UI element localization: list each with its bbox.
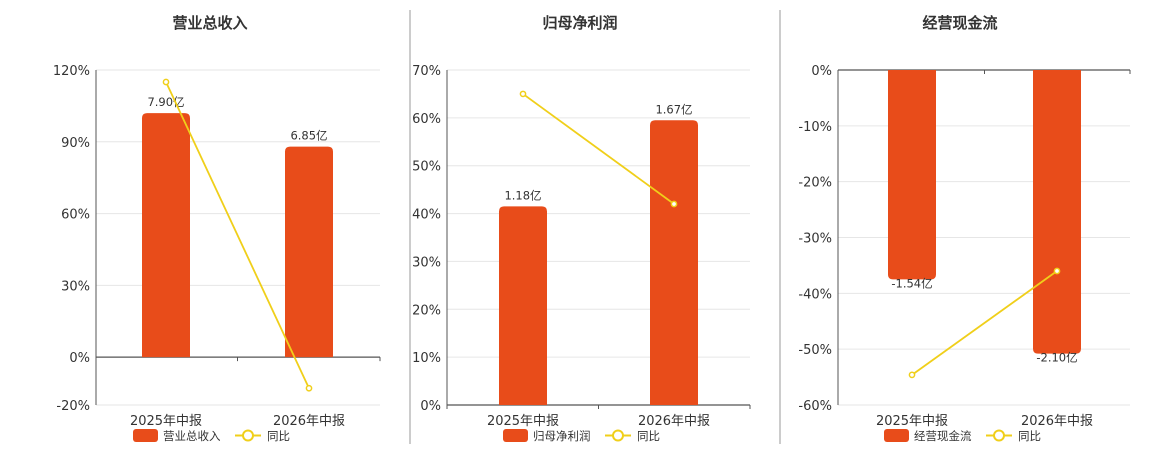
legend-label: 同比	[267, 429, 290, 443]
line-series-yoy	[522, 93, 675, 205]
y-tick-label: -20%	[798, 176, 832, 191]
y-tick-label: -10%	[798, 120, 832, 135]
y-tick-label: 60%	[61, 208, 90, 223]
line-point	[305, 384, 313, 392]
bar-data-label: 1.18亿	[504, 188, 541, 202]
y-tick-label: 120%	[53, 64, 90, 79]
bar-data-label: 1.67亿	[655, 102, 692, 116]
legend-label: 归母净利润	[533, 429, 591, 443]
y-tick-label: -20%	[56, 399, 90, 414]
legend-swatch-bar	[133, 429, 158, 442]
legend-swatch-bar	[884, 429, 909, 442]
line-point	[519, 90, 527, 98]
y-tick-label: 30%	[61, 279, 90, 294]
chart-panel-3: 经营现金流 0% -10% -20% -30% -40% -50% -60% 2025年中报 20…	[798, 14, 1131, 443]
legend-swatch-marker	[242, 429, 254, 442]
chart-panel-1: 营业总收入 120% 90% 60% 30% 0% -20% 2025年中报 2026年中报 7.…	[53, 14, 381, 443]
chart-title: 营业总收入	[172, 14, 247, 32]
x-tick-label: 2025年中报	[130, 414, 202, 429]
y-tick-label: 40%	[412, 208, 441, 223]
y-tick-label: -40%	[798, 287, 832, 302]
y-tick-label: 20%	[412, 303, 441, 318]
y-tick-label: 90%	[61, 136, 90, 151]
chart-panel-2: 归母净利润 70% 60% 50% 40% 30% 20% 10% 0% 2025年中报 2026年…	[412, 14, 751, 443]
legend-swatch-marker	[612, 429, 624, 442]
line-series-yoy	[911, 270, 1058, 376]
legend-label: 营业总收入	[163, 429, 221, 443]
y-tick-label: 10%	[412, 351, 441, 366]
legend: 营业总收入 同比	[133, 429, 290, 443]
line-point	[670, 200, 678, 208]
y-tick-label: -30%	[798, 232, 832, 247]
y-tick-label: -50%	[798, 343, 832, 358]
bar	[650, 120, 698, 405]
legend-label: 经营现金流	[914, 429, 972, 443]
x-tick-label: 2026年中报	[1021, 414, 1093, 429]
line-point	[162, 78, 170, 86]
bar-data-label: -1.54亿	[891, 276, 932, 290]
legend-swatch-marker	[993, 429, 1005, 442]
x-tick-label: 2025年中报	[876, 414, 948, 429]
y-tick-label: 0%	[420, 399, 441, 414]
line-point	[1053, 267, 1061, 275]
bar	[1033, 70, 1081, 354]
line-series-yoy	[165, 81, 310, 389]
y-tick-label: -60%	[798, 399, 832, 414]
x-tick-label: 2026年中报	[273, 414, 345, 429]
legend-swatch-bar	[503, 429, 528, 442]
legend: 归母净利润 同比	[503, 429, 660, 443]
bar	[888, 70, 936, 280]
legend-label: 同比	[637, 429, 660, 443]
y-tick-label: 50%	[412, 160, 441, 175]
bar-data-label: -2.10亿	[1036, 351, 1077, 365]
bar	[142, 113, 190, 358]
bar-data-label: 7.90亿	[147, 95, 184, 109]
x-tick-label: 2025年中报	[487, 414, 559, 429]
chart-title: 归母净利润	[542, 14, 617, 32]
x-tick-label: 2026年中报	[638, 414, 710, 429]
bar-data-label: 6.85亿	[290, 129, 327, 143]
y-tick-label: 60%	[412, 112, 441, 127]
bar	[499, 206, 547, 405]
chart-title: 经营现金流	[922, 14, 997, 32]
y-tick-label: 30%	[412, 255, 441, 270]
y-tick-label: 70%	[412, 64, 441, 79]
y-tick-label: 0%	[69, 351, 90, 366]
bar	[285, 146, 333, 358]
y-tick-label: 0%	[811, 64, 832, 79]
line-point	[908, 371, 916, 379]
legend-label: 同比	[1018, 429, 1041, 443]
legend: 经营现金流 同比	[884, 429, 1041, 443]
